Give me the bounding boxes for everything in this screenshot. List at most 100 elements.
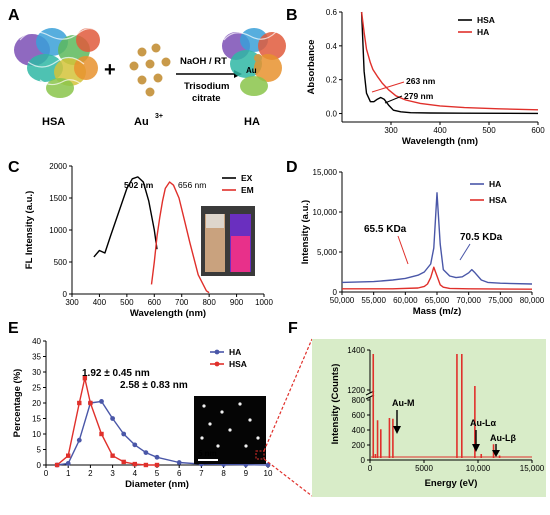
au-superscript: 3+: [155, 113, 163, 120]
x-tick-label: 400: [433, 126, 447, 135]
y-tick-label: 1000: [49, 226, 67, 235]
arrow-au-lb-head: [492, 450, 500, 457]
tem-particle: [216, 444, 220, 448]
tem-particle: [244, 444, 248, 448]
y-axis-title: FL Intensity (a.u.): [24, 191, 35, 269]
y-tick-label: 10,000: [313, 208, 338, 217]
data-point-hsa: [132, 461, 137, 467]
y-tick-label: 0.2: [326, 76, 338, 85]
y-tick-label: 0: [63, 290, 68, 299]
annotation-arrow-263nm: [371, 81, 405, 93]
y-tick-label: 25: [32, 384, 41, 393]
legend-label: HA: [229, 347, 241, 357]
x-axis-title: Mass (m/z): [413, 306, 462, 317]
arrow-au-m-head: [393, 426, 401, 434]
tem-particle: [228, 428, 232, 432]
y-tick-label: 500: [54, 258, 68, 267]
zoom-line-top: [263, 338, 313, 452]
y-tick-label: 800: [352, 396, 366, 405]
annotation-au-m: Au-M: [392, 398, 415, 408]
y-tick-label: 40: [32, 337, 41, 346]
annotation-656nm: 656 nm: [178, 180, 206, 190]
tem-particle: [200, 436, 204, 440]
x-tick-label: 10: [264, 469, 273, 478]
x-tick-label: 300: [65, 298, 79, 307]
data-point-hsa: [82, 376, 88, 381]
arrow-au-la-head: [472, 444, 480, 452]
au-on-protein-label: Au: [246, 66, 257, 75]
legend-label: HSA: [477, 15, 495, 25]
hsa-protein-image: [14, 27, 101, 98]
data-point-hsa: [88, 400, 93, 406]
x-tick-label: 3: [110, 469, 115, 478]
scheme-panel: HSA + Au 3+ NaOH / RT Trisodium citrate: [14, 27, 286, 128]
data-point-ha: [132, 442, 138, 448]
y-tick-label: 0.0: [326, 110, 338, 119]
annotation-70kda: 70.5 KDa: [460, 232, 503, 243]
series-line-ex: [93, 176, 158, 258]
y-tick-label: 400: [352, 426, 366, 435]
annotation-263nm: 263 nm: [406, 76, 436, 86]
plus-sign: +: [104, 59, 116, 81]
panel-label-f: F: [288, 320, 298, 337]
tem-particle: [220, 410, 224, 414]
annotation-65kda: 65.5 KDa: [364, 224, 407, 235]
panel-label-e: E: [8, 320, 19, 337]
reagent-line-3: citrate: [192, 93, 221, 104]
data-point-hsa: [143, 462, 149, 468]
legend-label: HSA: [489, 195, 507, 205]
series-line-hsa: [360, 11, 539, 115]
panel-label-a: A: [8, 7, 20, 24]
vial-uv-glow: [231, 236, 250, 272]
x-tick-label: 75,000: [488, 296, 513, 305]
reagent-line-1: NaOH / RT: [180, 56, 227, 67]
x-tick-label: 500: [120, 298, 134, 307]
y-tick-label: 15,000: [313, 168, 338, 177]
x-tick-label: 80,000: [520, 296, 545, 305]
vial-daylight: [205, 214, 225, 272]
data-point-ha: [65, 461, 71, 466]
x-tick-label: 5: [155, 469, 160, 478]
legend-label: EX: [241, 173, 253, 183]
legend-marker: [214, 361, 220, 367]
y-axis-title: Intensity (a.u.): [300, 200, 311, 264]
data-point-ha: [99, 399, 104, 404]
x-tick-label: 700: [175, 298, 189, 307]
x-tick-label: 1: [66, 469, 71, 478]
au-ions-image: [129, 43, 171, 97]
x-tick-label: 10,000: [466, 464, 491, 473]
x-tick-label: 70,000: [456, 296, 481, 305]
zoom-line-bottom: [263, 458, 313, 497]
y-tick-label: 0.4: [326, 42, 338, 51]
eds-panel-background: [312, 339, 546, 497]
y-tick-label: 5: [37, 446, 42, 455]
tem-particle: [256, 436, 260, 440]
legend-label: HA: [477, 27, 489, 37]
y-tick-label: 0: [333, 288, 338, 297]
x-tick-label: 9: [244, 469, 249, 478]
y-tick-label: 5,000: [317, 248, 338, 257]
x-axis-title: Energy (eV): [425, 478, 478, 489]
x-tick-label: 7: [199, 469, 204, 478]
y-tick-label: 30: [32, 368, 41, 377]
chart-c-fluorescence: 300 400 500 600 700 800 900 1000 0 500 1000 1500 200…: [24, 162, 273, 319]
series-line-ha: [360, 11, 539, 111]
annotation-au-lb: Au-Lβ: [490, 433, 516, 443]
y-axis-title: Percentage (%): [12, 369, 23, 438]
annotation-502nm: 502 nm: [124, 180, 154, 190]
data-point-ha: [121, 431, 127, 437]
au-cluster-dot: [254, 54, 262, 62]
x-tick-label: 900: [230, 298, 244, 307]
annotation-arrow-279nm: [384, 95, 403, 104]
data-point-ha: [76, 437, 82, 443]
data-point-hsa: [54, 462, 60, 468]
data-point-hsa: [154, 462, 160, 468]
zoom-box: [255, 450, 265, 460]
x-tick-label: 65,000: [425, 296, 450, 305]
y-tick-label: 600: [352, 411, 366, 420]
tem-particle: [248, 418, 252, 422]
y-tick-label: 0: [37, 461, 42, 470]
x-axis-title: Wavelength (nm): [402, 136, 478, 147]
